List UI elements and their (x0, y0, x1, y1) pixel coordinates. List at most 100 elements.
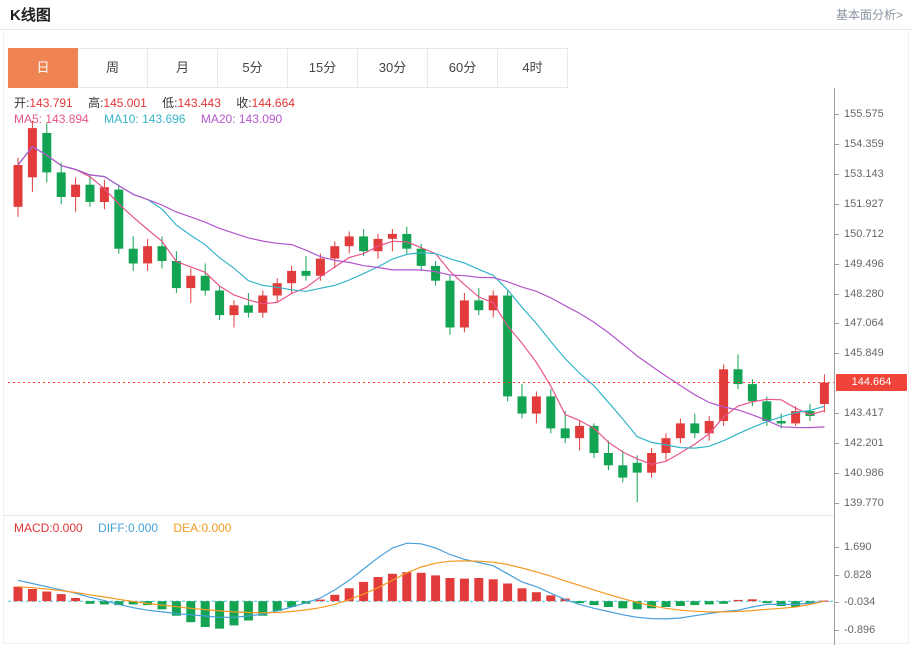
candle-down (690, 423, 700, 434)
tab-day[interactable]: 日 (8, 48, 78, 88)
axis-tick-label: 149.496 (844, 258, 884, 270)
axis-tick-label: 142.201 (844, 437, 884, 449)
panel-divider (4, 515, 835, 516)
macd-bar (215, 601, 225, 629)
candle-up (791, 411, 801, 424)
macd-bar (85, 601, 95, 604)
candle-up (315, 258, 325, 276)
candle-up (719, 369, 729, 421)
ma-legend: MA5: 143.894 MA10: 143.696 MA20: 143.090 (14, 112, 294, 126)
macd-bar (647, 601, 657, 609)
candle-up (330, 246, 340, 259)
candle-down (603, 453, 613, 466)
low-value: 143.443 (177, 96, 221, 110)
candle-down (546, 396, 556, 429)
axis-tick-mark (835, 602, 839, 603)
high-label: 高: (88, 96, 104, 110)
macd-chart[interactable] (8, 518, 834, 644)
macd-bar (503, 583, 513, 602)
candle-up (819, 382, 829, 404)
diff-value: 0.000 (128, 521, 159, 535)
ma20-line (17, 145, 825, 429)
macd-bar (171, 601, 181, 616)
macd-bar (42, 591, 52, 602)
candle-up (647, 453, 657, 473)
macd-bar (776, 601, 786, 606)
candle-down (157, 246, 167, 261)
candle-down (85, 184, 95, 202)
fundamental-analysis-link[interactable]: 基本面分析> (835, 8, 903, 22)
macd-bar (762, 601, 772, 604)
macd-bar (546, 595, 556, 602)
axis-tick-label: 145.849 (844, 347, 884, 359)
candlestick-chart[interactable] (8, 88, 834, 515)
candle-down (445, 280, 455, 328)
macd-bar (632, 601, 642, 610)
diff-label: DIFF: (98, 521, 129, 535)
candle-up (704, 421, 714, 434)
candle-up (27, 128, 37, 178)
candle-down (359, 236, 369, 252)
axis-tick-mark (835, 473, 839, 474)
macd-bar (690, 601, 700, 606)
candle-down (114, 189, 124, 249)
axis-tick-mark (835, 234, 839, 235)
axis-tick-mark (835, 264, 839, 265)
tab-week[interactable]: 周 (78, 48, 148, 88)
dea-label: DEA: (173, 521, 202, 535)
axis-tick-mark (835, 294, 839, 295)
axis-tick-label: 153.143 (844, 168, 884, 180)
candle-up (661, 438, 671, 453)
axis-tick-mark (835, 323, 839, 324)
candle-down (805, 411, 815, 416)
candle-down (503, 295, 513, 397)
dea-value: 0.000 (201, 521, 232, 535)
macd-bar (733, 599, 743, 602)
candle-up (229, 305, 239, 316)
macd-bar (287, 601, 297, 607)
axis-tick-label: 1.690 (844, 541, 872, 553)
axis-tick-label: 151.927 (844, 198, 884, 210)
interval-tabbar: 日 周 月 5分 15分 30分 60分 4时 (8, 48, 568, 88)
tab-4hour[interactable]: 4时 (498, 48, 568, 88)
candle-up (143, 246, 153, 264)
candle-up (272, 283, 282, 296)
candle-down (243, 305, 253, 313)
candle-up (186, 275, 196, 289)
candle-down (762, 401, 772, 421)
ma20-label: MA20: (200, 112, 239, 126)
macd-bar (243, 601, 253, 621)
macd-legend: MACD:0.000 DIFF:0.000 DEA:0.000 (14, 521, 243, 535)
macd-bar (229, 601, 239, 626)
candle-up (387, 233, 397, 239)
axis-tick-mark (835, 503, 839, 504)
axis-tick-mark (835, 144, 839, 145)
axis-tick-label: 150.712 (844, 228, 884, 240)
axis-tick-label: 154.359 (844, 138, 884, 150)
macd-bar (819, 600, 829, 602)
axis-tick-label: 0.828 (844, 569, 872, 581)
tab-month[interactable]: 月 (148, 48, 218, 88)
candle-up (13, 165, 23, 207)
candle-down (517, 396, 527, 414)
price-axis: 144.664 155.575 154.359 153.143 151.927 150.… (834, 88, 908, 645)
tab-60min[interactable]: 60分 (428, 48, 498, 88)
diff-line (17, 542, 825, 620)
macd-bar (747, 599, 757, 602)
macd-value: 0.000 (52, 521, 83, 535)
candle-down (589, 425, 599, 453)
macd-bar (272, 601, 282, 611)
tab-5min[interactable]: 5分 (218, 48, 288, 88)
axis-tick-mark (835, 413, 839, 414)
macd-bar (315, 599, 325, 602)
axis-tick-mark (835, 114, 839, 115)
close-value: 144.664 (251, 96, 295, 110)
macd-bar (13, 586, 23, 602)
macd-bar (517, 588, 527, 602)
current-price-badge: 144.664 (836, 374, 907, 391)
tab-15min[interactable]: 15分 (288, 48, 358, 88)
macd-bar (675, 601, 685, 606)
macd-bar (114, 601, 124, 606)
candle-down (128, 248, 138, 264)
tab-30min[interactable]: 30分 (358, 48, 428, 88)
